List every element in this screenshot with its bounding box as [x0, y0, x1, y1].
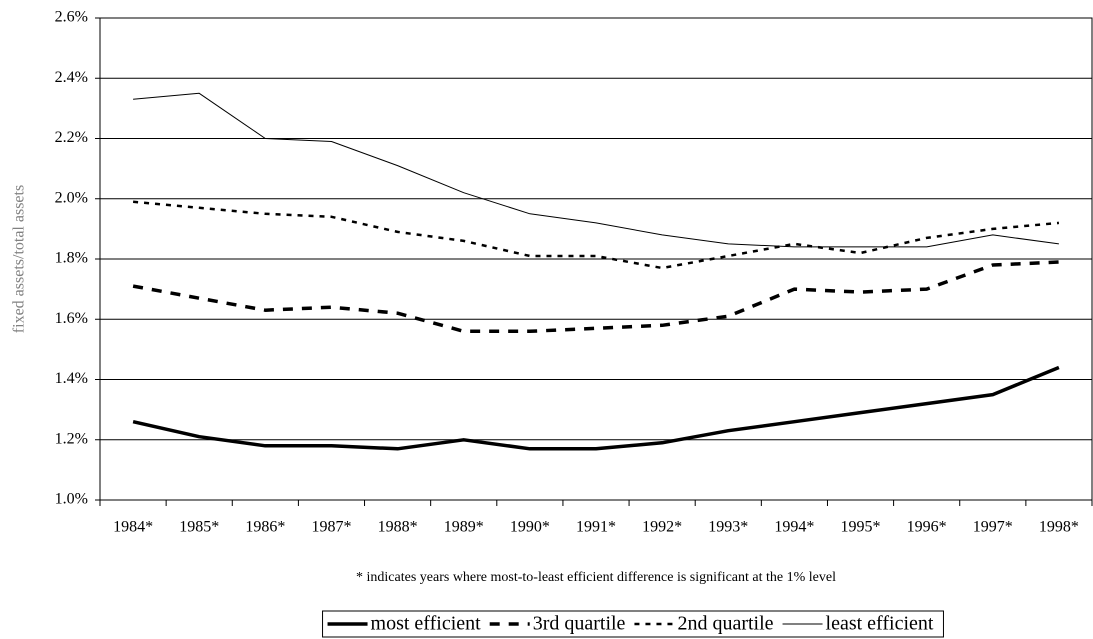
- y-tick-label: 1.6%: [55, 310, 88, 327]
- x-tick-label: 1994*: [774, 519, 814, 536]
- x-tick-label: 1985*: [179, 519, 219, 536]
- x-tick-label: 1989*: [444, 519, 484, 536]
- y-tick-label: 2.6%: [55, 9, 88, 26]
- series-line: [133, 92, 1059, 248]
- series-line: [132, 260, 1059, 334]
- x-tick-label: 1986*: [245, 519, 285, 536]
- legend-label: least efficient: [826, 613, 934, 635]
- x-tick-label: 1984*: [113, 519, 153, 536]
- y-tick-label: 2.0%: [55, 189, 88, 206]
- legend-box: [322, 610, 944, 638]
- x-tick-label: 1992*: [642, 519, 682, 536]
- y-tick-label: 2.2%: [55, 129, 88, 146]
- x-tick-label: 1990*: [510, 519, 550, 536]
- y-tick-label: 1.0%: [55, 491, 88, 508]
- y-axis-label: fixed assets/total assets: [11, 185, 28, 333]
- y-tick-label: 1.2%: [55, 430, 88, 447]
- series-line: [132, 365, 1060, 451]
- x-tick-label: 1996*: [907, 519, 947, 536]
- x-tick-label: 1991*: [576, 519, 616, 536]
- footnote: * indicates years where most-to-least ef…: [356, 570, 836, 585]
- series-line: [132, 200, 1060, 270]
- x-tick-label: 1988*: [378, 519, 418, 536]
- x-tick-label: 1993*: [708, 519, 748, 536]
- plot-frame: [99, 17, 1093, 501]
- x-tick-label: 1995*: [841, 519, 881, 536]
- legend-label: 3rd quartile: [533, 613, 626, 635]
- x-tick-label: 1998*: [1039, 519, 1079, 536]
- x-tick-label: 1997*: [973, 519, 1013, 536]
- y-tick-label: 2.4%: [55, 69, 88, 86]
- y-tick-label: 1.4%: [55, 370, 88, 387]
- x-tick-label: 1987*: [311, 519, 351, 536]
- legend-label: most efficient: [371, 613, 482, 635]
- y-tick-label: 1.8%: [55, 250, 88, 267]
- legend-label: 2nd quartile: [677, 613, 773, 635]
